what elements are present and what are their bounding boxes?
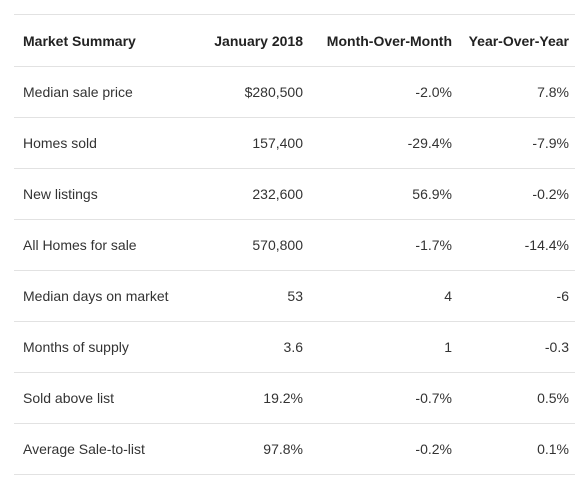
cell-year-over-year: -0.3	[452, 321, 575, 373]
table-body: Median sale price $280,500 -2.0% 7.8% Ho…	[14, 66, 575, 475]
cell-january-2018: 97.8%	[191, 423, 303, 475]
cell-month-over-month: -0.2%	[303, 423, 452, 475]
cell-month-over-month: -1.7%	[303, 219, 452, 271]
cell-january-2018: 157,400	[191, 117, 303, 169]
cell-year-over-year: 0.1%	[452, 423, 575, 475]
row-label: Median days on market	[14, 270, 191, 322]
table-row: Sold above list 19.2% -0.7% 0.5%	[14, 372, 575, 424]
row-label: Homes sold	[14, 117, 191, 169]
cell-january-2018: 19.2%	[191, 372, 303, 424]
row-label: Median sale price	[14, 66, 191, 118]
cell-year-over-year: 7.8%	[452, 66, 575, 118]
table-row: Median days on market 53 4 -6	[14, 270, 575, 322]
row-label: Average Sale-to-list	[14, 423, 191, 475]
cell-month-over-month: 1	[303, 321, 452, 373]
table-row: New listings 232,600 56.9% -0.2%	[14, 168, 575, 220]
table-row: All Homes for sale 570,800 -1.7% -14.4%	[14, 219, 575, 271]
cell-month-over-month: 4	[303, 270, 452, 322]
cell-january-2018: 3.6	[191, 321, 303, 373]
cell-year-over-year: -14.4%	[452, 219, 575, 271]
table-row: Homes sold 157,400 -29.4% -7.9%	[14, 117, 575, 169]
table-row: Average Sale-to-list 97.8% -0.2% 0.1%	[14, 423, 575, 475]
cell-january-2018: 232,600	[191, 168, 303, 220]
cell-year-over-year: -6	[452, 270, 575, 322]
cell-month-over-month: -2.0%	[303, 66, 452, 118]
cell-month-over-month: -29.4%	[303, 117, 452, 169]
header-market-summary: Market Summary	[14, 14, 191, 67]
cell-year-over-year: -7.9%	[452, 117, 575, 169]
header-row: Market Summary January 2018 Month-Over-M…	[14, 14, 575, 67]
table-row: Median sale price $280,500 -2.0% 7.8%	[14, 66, 575, 118]
cell-year-over-year: 0.5%	[452, 372, 575, 424]
cell-january-2018: 570,800	[191, 219, 303, 271]
table-header: Market Summary January 2018 Month-Over-M…	[14, 14, 575, 67]
market-summary-table: Market Summary January 2018 Month-Over-M…	[14, 14, 575, 475]
cell-january-2018: $280,500	[191, 66, 303, 118]
row-label: Sold above list	[14, 372, 191, 424]
table-row: Months of supply 3.6 1 -0.3	[14, 321, 575, 373]
cell-month-over-month: 56.9%	[303, 168, 452, 220]
cell-month-over-month: -0.7%	[303, 372, 452, 424]
row-label: New listings	[14, 168, 191, 220]
header-year-over-year: Year-Over-Year	[452, 14, 575, 67]
row-label: All Homes for sale	[14, 219, 191, 271]
header-month-over-month: Month-Over-Month	[303, 14, 452, 67]
cell-year-over-year: -0.2%	[452, 168, 575, 220]
cell-january-2018: 53	[191, 270, 303, 322]
header-january-2018: January 2018	[191, 14, 303, 67]
row-label: Months of supply	[14, 321, 191, 373]
